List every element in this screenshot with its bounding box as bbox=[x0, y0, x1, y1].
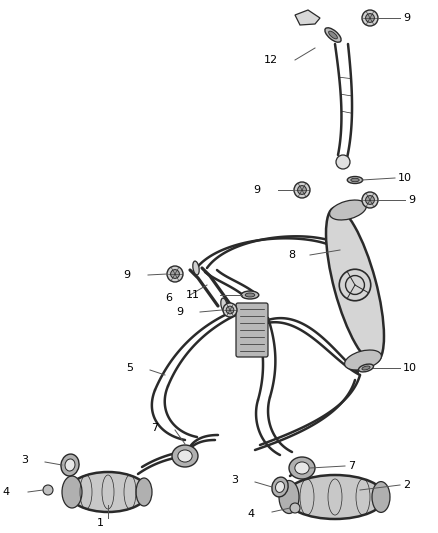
Circle shape bbox=[170, 270, 180, 278]
Ellipse shape bbox=[326, 207, 384, 362]
Circle shape bbox=[43, 485, 53, 495]
Text: 11: 11 bbox=[186, 290, 200, 300]
Ellipse shape bbox=[372, 482, 390, 512]
Text: 3: 3 bbox=[231, 475, 238, 485]
Ellipse shape bbox=[241, 291, 259, 299]
Text: 6: 6 bbox=[165, 293, 172, 303]
FancyBboxPatch shape bbox=[236, 303, 268, 357]
Circle shape bbox=[366, 14, 374, 22]
Circle shape bbox=[362, 192, 378, 208]
Ellipse shape bbox=[178, 450, 192, 462]
Text: 5: 5 bbox=[126, 363, 133, 373]
Text: 10: 10 bbox=[403, 363, 417, 373]
Circle shape bbox=[297, 185, 307, 195]
Text: 9: 9 bbox=[123, 270, 130, 280]
Circle shape bbox=[167, 266, 183, 282]
Ellipse shape bbox=[285, 475, 385, 519]
Text: 9: 9 bbox=[408, 195, 415, 205]
Ellipse shape bbox=[279, 481, 299, 513]
Ellipse shape bbox=[68, 472, 148, 512]
Text: 7: 7 bbox=[348, 461, 355, 471]
Ellipse shape bbox=[359, 364, 374, 372]
Circle shape bbox=[366, 196, 374, 204]
Ellipse shape bbox=[289, 457, 315, 479]
Ellipse shape bbox=[325, 28, 341, 42]
Circle shape bbox=[226, 306, 234, 314]
Text: 4: 4 bbox=[3, 487, 10, 497]
Polygon shape bbox=[295, 10, 320, 25]
Text: 2: 2 bbox=[403, 480, 410, 490]
Ellipse shape bbox=[61, 454, 79, 476]
Ellipse shape bbox=[172, 445, 198, 467]
Circle shape bbox=[223, 303, 237, 317]
Text: 8: 8 bbox=[288, 250, 295, 260]
Circle shape bbox=[290, 503, 300, 513]
Circle shape bbox=[336, 155, 350, 169]
Ellipse shape bbox=[221, 298, 227, 312]
Circle shape bbox=[362, 10, 378, 26]
Ellipse shape bbox=[347, 176, 363, 183]
Ellipse shape bbox=[351, 178, 359, 182]
Text: 9: 9 bbox=[253, 185, 260, 195]
Ellipse shape bbox=[62, 476, 82, 508]
Text: 9: 9 bbox=[403, 13, 410, 23]
Ellipse shape bbox=[193, 261, 199, 275]
Text: 9: 9 bbox=[176, 307, 183, 317]
Text: 3: 3 bbox=[21, 455, 28, 465]
Ellipse shape bbox=[362, 366, 370, 370]
Ellipse shape bbox=[245, 293, 255, 297]
Text: 4: 4 bbox=[248, 509, 255, 519]
Ellipse shape bbox=[330, 200, 367, 220]
Text: 10: 10 bbox=[398, 173, 412, 183]
Ellipse shape bbox=[65, 459, 75, 471]
Ellipse shape bbox=[328, 31, 337, 39]
Text: 12: 12 bbox=[264, 55, 278, 65]
Circle shape bbox=[294, 182, 310, 198]
Ellipse shape bbox=[272, 477, 288, 497]
Ellipse shape bbox=[136, 478, 152, 506]
Text: 1: 1 bbox=[96, 518, 103, 528]
Ellipse shape bbox=[345, 350, 381, 370]
Ellipse shape bbox=[276, 482, 285, 492]
Text: 7: 7 bbox=[151, 423, 158, 433]
Ellipse shape bbox=[295, 462, 309, 474]
